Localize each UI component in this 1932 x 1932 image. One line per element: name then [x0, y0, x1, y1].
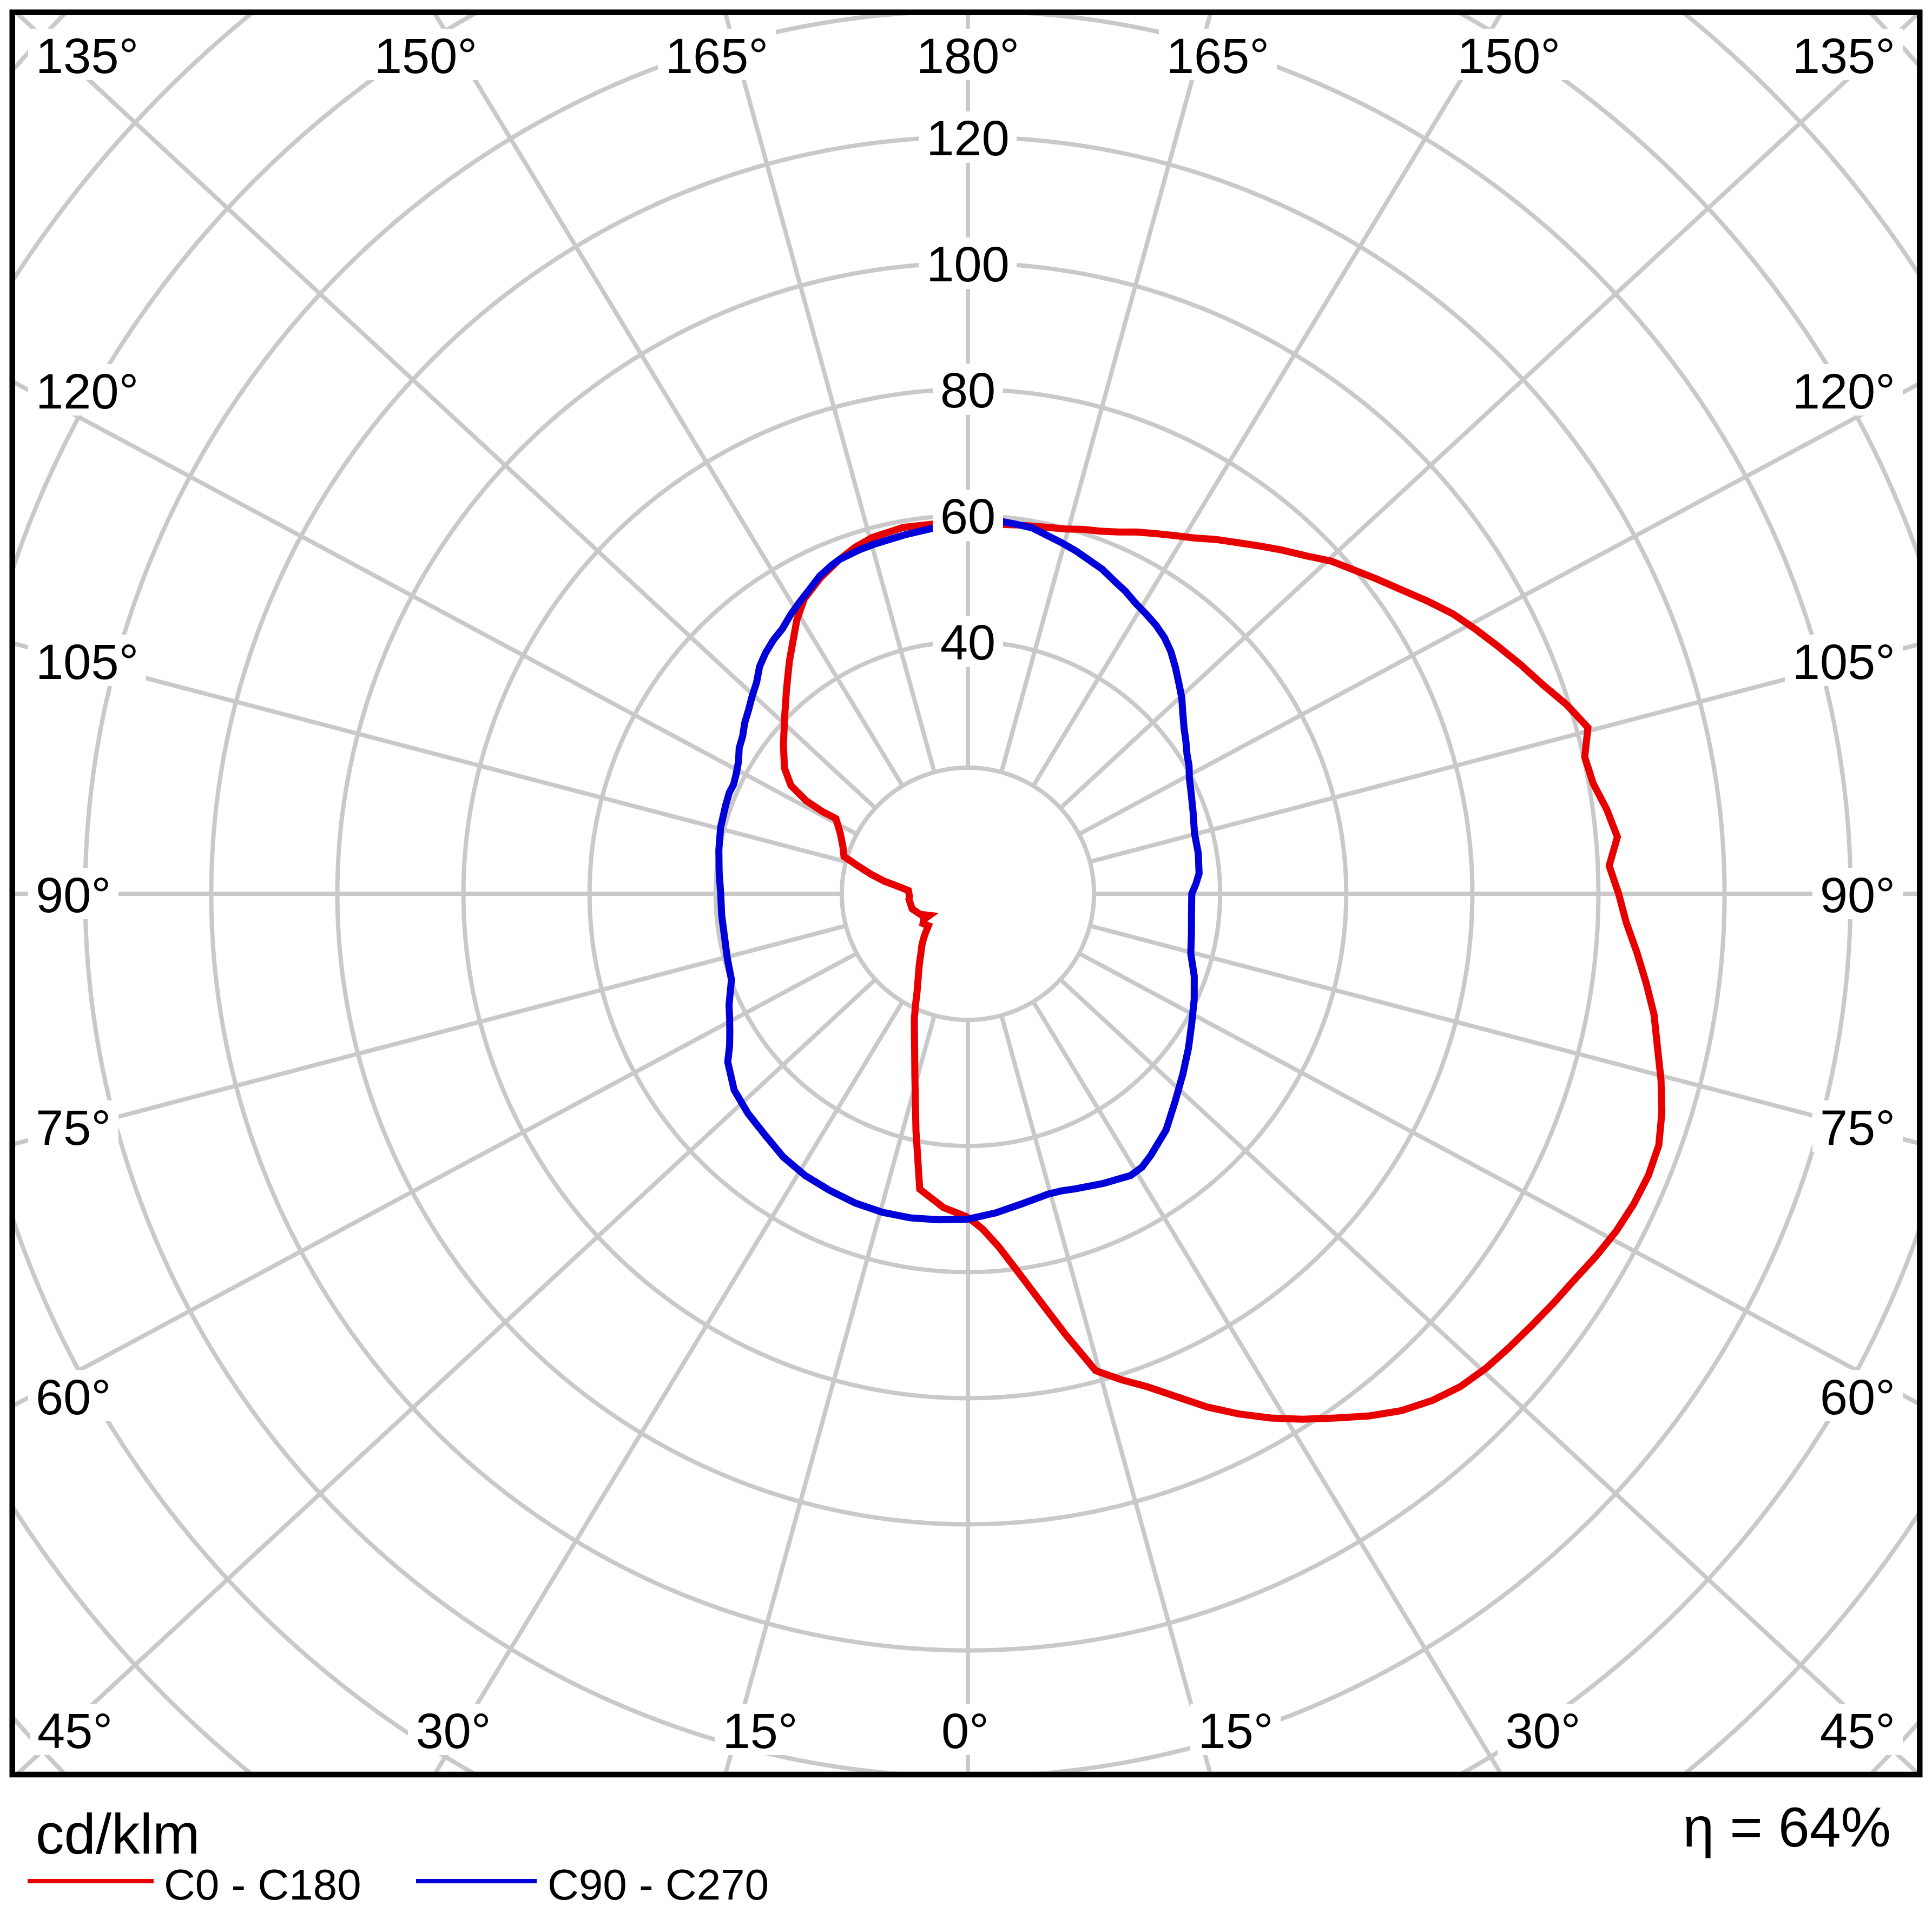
- svg-text:40: 40: [940, 615, 995, 670]
- svg-text:135°: 135°: [36, 29, 139, 84]
- svg-text:cd/klm: cd/klm: [36, 1803, 200, 1866]
- svg-text:C0 - C180: C0 - C180: [164, 1861, 361, 1909]
- svg-text:75°: 75°: [1820, 1100, 1895, 1156]
- svg-text:105°: 105°: [36, 635, 139, 690]
- svg-text:30°: 30°: [1505, 1704, 1580, 1759]
- svg-text:135°: 135°: [1792, 29, 1895, 84]
- svg-text:60: 60: [940, 489, 995, 544]
- svg-text:165°: 165°: [1166, 29, 1269, 84]
- svg-text:C90 - C270: C90 - C270: [548, 1861, 769, 1909]
- svg-text:150°: 150°: [1458, 29, 1560, 84]
- svg-text:60°: 60°: [1820, 1370, 1895, 1425]
- svg-text:80: 80: [940, 363, 995, 418]
- svg-text:165°: 165°: [665, 29, 768, 84]
- svg-text:120: 120: [926, 111, 1010, 166]
- svg-text:120°: 120°: [1792, 364, 1895, 419]
- svg-text:30°: 30°: [416, 1704, 491, 1759]
- svg-text:75°: 75°: [36, 1100, 111, 1156]
- svg-text:45°: 45°: [37, 1704, 113, 1759]
- svg-text:90°: 90°: [36, 868, 111, 923]
- svg-text:180°: 180°: [916, 29, 1019, 84]
- svg-text:η = 64%: η = 64%: [1683, 1796, 1891, 1859]
- svg-text:15°: 15°: [1198, 1704, 1273, 1759]
- svg-text:150°: 150°: [374, 29, 477, 84]
- svg-text:60°: 60°: [36, 1370, 111, 1425]
- svg-text:120°: 120°: [36, 364, 139, 419]
- svg-text:105°: 105°: [1792, 635, 1895, 690]
- svg-text:15°: 15°: [722, 1704, 797, 1759]
- svg-text:100: 100: [926, 237, 1010, 292]
- svg-text:45°: 45°: [1820, 1704, 1895, 1759]
- svg-text:90°: 90°: [1820, 868, 1895, 923]
- svg-text:0°: 0°: [941, 1704, 989, 1759]
